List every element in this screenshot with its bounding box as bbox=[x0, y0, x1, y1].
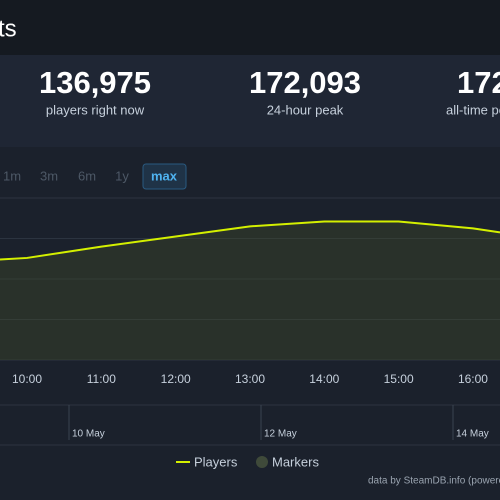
stat-value: 136,975 bbox=[39, 65, 151, 100]
legend-swatch bbox=[256, 456, 268, 468]
x-tick-label: 15:00 bbox=[384, 372, 414, 386]
range-button[interactable]: 6m bbox=[78, 168, 96, 183]
header-bar bbox=[0, 0, 500, 55]
x-tick-label: 12:00 bbox=[161, 372, 191, 386]
x-tick-label: 14:00 bbox=[309, 372, 339, 386]
x-tick-label: 13:00 bbox=[235, 372, 265, 386]
line bbox=[0, 220, 500, 261]
range-button[interactable]: 1m bbox=[3, 168, 21, 183]
stat-value: 172,093 bbox=[249, 65, 361, 100]
x-tick-label: 11:00 bbox=[87, 372, 116, 386]
stat-value: 172 bbox=[457, 65, 500, 100]
navigator-label: 14 May bbox=[456, 429, 489, 440]
x-tick-label: 16:00 bbox=[458, 372, 488, 386]
range-button-active[interactable] bbox=[142, 163, 187, 190]
stat-label: 24-hour peak bbox=[267, 102, 344, 117]
range-button[interactable]: 1y bbox=[115, 168, 129, 183]
stats-bar bbox=[0, 55, 500, 147]
legend-label[interactable]: Markers bbox=[272, 454, 319, 469]
x-tick-label: 10:00 bbox=[12, 372, 42, 386]
area bbox=[0, 221, 500, 360]
range-button[interactable]: max bbox=[151, 168, 178, 183]
stat-label: players right now bbox=[46, 102, 145, 117]
navigator-label: 12 May bbox=[264, 429, 297, 440]
page-title: ts bbox=[0, 15, 17, 42]
stat-label: all-time peak bbox=[446, 102, 500, 117]
navigator-label: 10 May bbox=[72, 429, 105, 440]
credit: data by SteamDB.info (powered by Highcha… bbox=[368, 476, 500, 487]
range-button[interactable]: 3m bbox=[40, 168, 58, 183]
legend-label[interactable]: Players bbox=[194, 454, 238, 469]
